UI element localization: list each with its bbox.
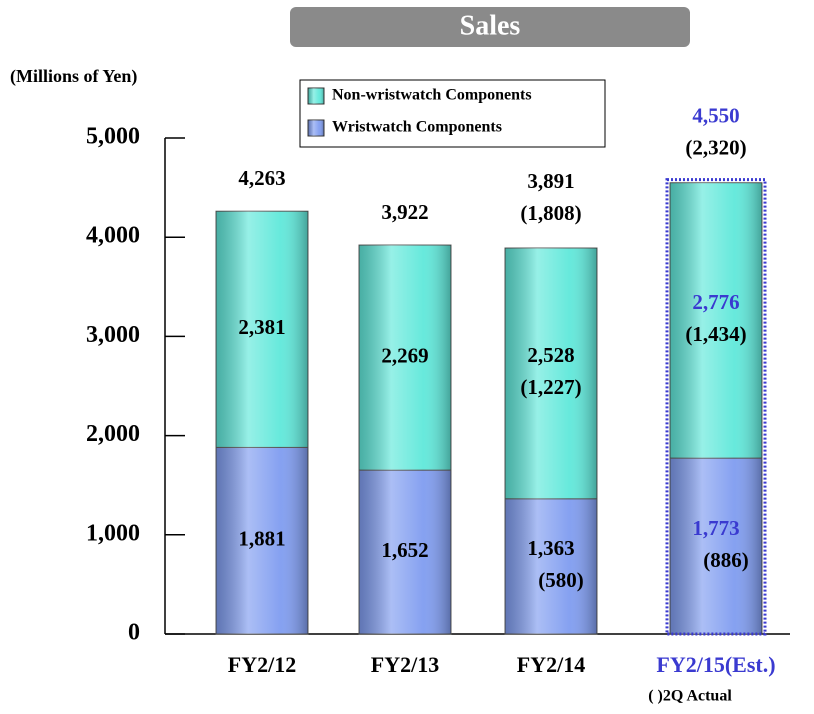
half-actual-label: (1,227) (520, 375, 581, 399)
total-label: 4,263 (238, 166, 285, 190)
bar-shade (505, 498, 597, 634)
value-label: 1,652 (381, 538, 428, 562)
note: ( )2Q Actual (648, 688, 732, 705)
x-tick-label: FY2/13 (371, 652, 439, 677)
highlight-border (665, 178, 767, 636)
value-label: 1,773 (692, 516, 739, 540)
x-tick-label: FY2/15(Est.) (656, 652, 775, 677)
half-actual-label: (580) (538, 568, 584, 592)
half-actual-label: (1,434) (685, 322, 746, 346)
legend-swatch-shade (308, 120, 324, 136)
total-label: 4,550 (692, 103, 739, 127)
bar-shade (670, 458, 762, 634)
total-label: 3,891 (527, 169, 574, 193)
x-tick-label: FY2/12 (228, 652, 296, 677)
value-label: 2,776 (692, 290, 739, 314)
y-tick-label: 4,000 (86, 223, 140, 249)
legend-label: Non-wristwatch Components (332, 87, 532, 104)
total-half-actual-label: (1,808) (520, 201, 581, 225)
chart-title: Sales (460, 10, 521, 41)
bar-shade (216, 447, 308, 634)
y-tick-label: 5,000 (86, 124, 140, 150)
bar-shade (505, 248, 597, 499)
y-tick-label: 2,000 (86, 421, 140, 447)
value-label: 2,528 (527, 343, 574, 367)
value-label: 1,881 (238, 527, 285, 551)
value-label: 2,381 (238, 315, 285, 339)
bar-shade (670, 182, 762, 459)
y-tick-label: 3,000 (86, 322, 140, 348)
value-label: 2,269 (381, 343, 428, 367)
value-label: 1,363 (527, 536, 574, 560)
legend-swatch-shade (308, 88, 324, 104)
total-label: 3,922 (381, 200, 428, 224)
legend-label: Wristwatch Components (332, 119, 502, 136)
title-box (290, 7, 690, 47)
half-actual-label: (886) (703, 548, 749, 572)
y-axis-label: (Millions of Yen) (10, 66, 137, 87)
bar-shade (359, 470, 451, 634)
bar-shade (216, 211, 308, 448)
x-tick-label: FY2/14 (517, 652, 585, 677)
y-tick-label: 0 (128, 620, 140, 646)
bar-shade (359, 245, 451, 471)
y-tick-label: 1,000 (86, 520, 140, 546)
total-half-actual-label: (2,320) (685, 135, 746, 159)
legend (299, 79, 606, 148)
